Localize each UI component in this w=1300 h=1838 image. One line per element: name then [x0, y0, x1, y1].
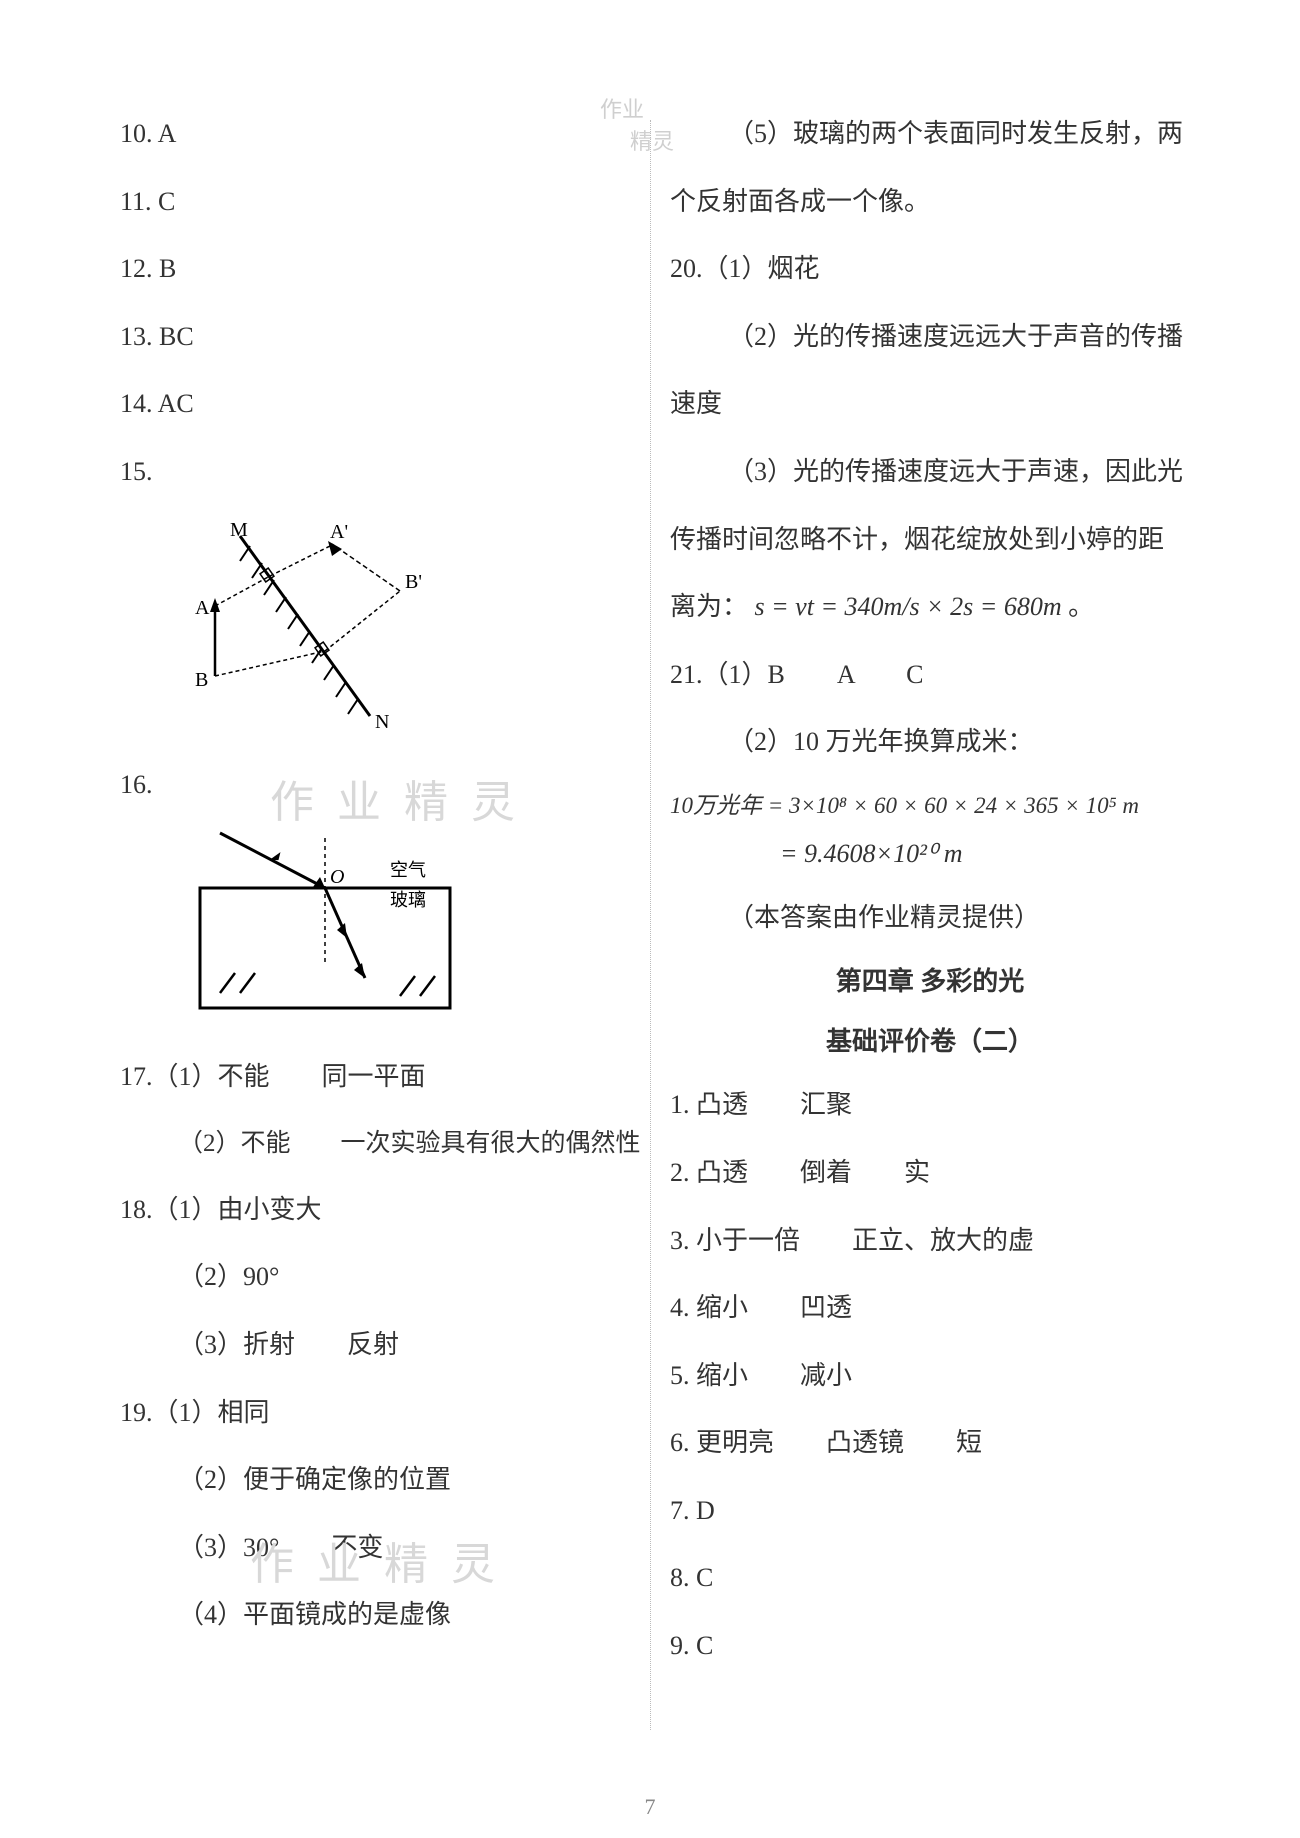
column-divider: [650, 120, 651, 1730]
answer-21-formula2: = 9.4608×10²⁰ m: [670, 836, 1190, 872]
answer-new-4: 4. 缩小 凹透: [670, 1274, 1190, 1342]
left-column: 10. A 11. C 12. B 13. BC 14. AC 15.: [120, 100, 640, 1680]
answer-11: 11. C: [120, 168, 640, 236]
answer-18-2: （2）90°: [120, 1243, 640, 1311]
answer-19-5a: （5）玻璃的两个表面同时发生反射，两: [670, 100, 1190, 168]
subtitle-heading: 基础评价卷（二）: [670, 1012, 1190, 1072]
answer-19-5b: 个反射面各成一个像。: [670, 168, 1190, 236]
answer-new-9: 9. C: [670, 1612, 1190, 1680]
f2: = 9.4608×10²⁰ m: [780, 839, 963, 868]
answer-13: 13. BC: [120, 303, 640, 371]
answer-19-3: （3）30° 不变: [120, 1514, 640, 1582]
answer-19-1: 19.（1）相同: [120, 1379, 640, 1447]
answer-new-7: 7. D: [670, 1477, 1190, 1545]
watermark-top: 作业 精灵: [600, 92, 674, 156]
answer-20-3a: （3）光的传播速度远大于声速，因此光: [670, 438, 1190, 506]
figure-16-refraction: O 空气 玻璃: [180, 828, 640, 1033]
q20-3c-formula: s = vt = 340m/s × 2s = 680m: [755, 592, 1062, 621]
svg-text:O: O: [330, 866, 344, 888]
answer-18-3: （3）折射 反射: [120, 1311, 640, 1379]
answer-new-8: 8. C: [670, 1544, 1190, 1612]
credit-note: （本答案由作业精灵提供）: [670, 884, 1190, 952]
answer-new-2: 2. 凸透 倒着 实: [670, 1139, 1190, 1207]
answer-20-3c: 离为： s = vt = 340m/s × 2s = 680m 。: [670, 573, 1190, 641]
answer-21-formula1: 10万光年 = 3×10⁸ × 60 × 60 × 24 × 365 × 10⁵…: [670, 776, 1190, 836]
svg-text:A': A': [330, 521, 348, 543]
chapter-heading: 第四章 多彩的光: [670, 952, 1190, 1012]
svg-text:M: M: [230, 519, 248, 541]
answer-17-1: 17.（1）不能 同一平面: [120, 1043, 640, 1111]
wm-top-2: 精灵: [630, 129, 674, 154]
answer-20-1: 20.（1）烟花: [670, 235, 1190, 303]
q20-3c-pre: 离为：: [670, 592, 748, 621]
answer-14: 14. AC: [120, 370, 640, 438]
svg-text:A: A: [195, 597, 210, 619]
f1: 10万光年 = 3×10⁸ × 60 × 60 × 24 × 365 × 10⁵…: [670, 793, 1139, 818]
svg-text:B: B: [195, 669, 208, 691]
answer-20-2a: （2）光的传播速度远远大于声音的传播: [670, 303, 1190, 371]
svg-text:N: N: [375, 711, 389, 733]
answer-16-label: 16.: [120, 751, 640, 819]
answer-21-1: 21.（1）B A C: [670, 641, 1190, 709]
svg-text:空气: 空气: [390, 860, 426, 880]
figure-15-mirror-reflection: M N A B A' B': [180, 516, 640, 741]
wm-top-1: 作业: [600, 97, 644, 122]
answer-new-5: 5. 缩小 减小: [670, 1342, 1190, 1410]
svg-text:玻璃: 玻璃: [390, 890, 426, 910]
answer-18-1: 18.（1）由小变大: [120, 1176, 640, 1244]
answer-15-label: 15.: [120, 438, 640, 506]
answer-12: 12. B: [120, 235, 640, 303]
answer-17-2: （2）不能 一次实验具有很大的偶然性: [120, 1111, 640, 1176]
answer-21-2: （2）10 万光年换算成米：: [670, 708, 1190, 776]
q20-3c-post: 。: [1068, 592, 1094, 621]
right-column: （5）玻璃的两个表面同时发生反射，两 个反射面各成一个像。 20.（1）烟花 （…: [670, 100, 1190, 1680]
answer-new-6: 6. 更明亮 凸透镜 短: [670, 1409, 1190, 1477]
answer-10: 10. A: [120, 100, 640, 168]
answer-20-3b: 传播时间忽略不计，烟花绽放处到小婷的距: [670, 506, 1190, 574]
answer-19-4: （4）平面镜成的是虚像: [120, 1581, 640, 1649]
answer-new-3: 3. 小于一倍 正立、放大的虚: [670, 1207, 1190, 1275]
svg-text:B': B': [405, 571, 422, 593]
answer-20-2b: 速度: [670, 370, 1190, 438]
answer-19-2: （2）便于确定像的位置: [120, 1446, 640, 1514]
page-number: 7: [645, 1794, 656, 1820]
answer-new-1: 1. 凸透 汇聚: [670, 1071, 1190, 1139]
